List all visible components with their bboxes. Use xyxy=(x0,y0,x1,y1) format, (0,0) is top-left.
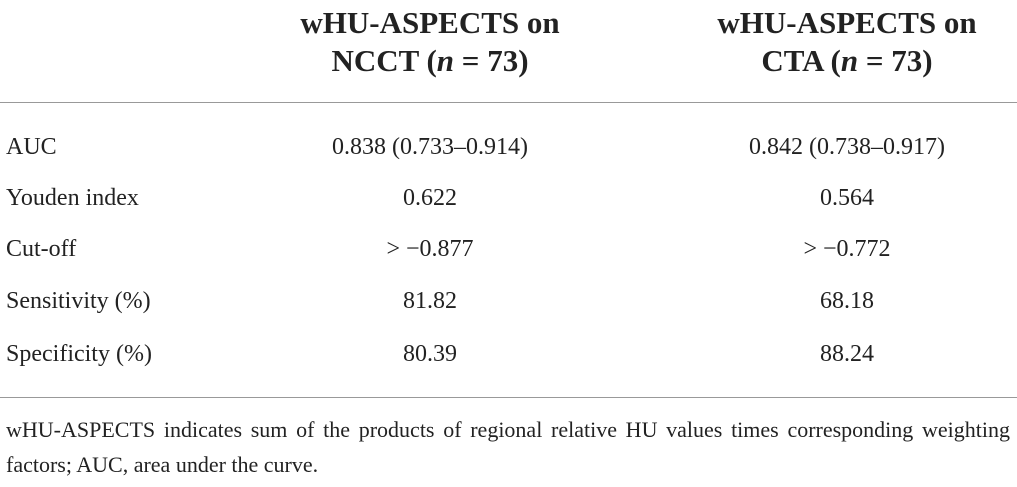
row-label: AUC xyxy=(6,134,57,160)
header-text: = 73) xyxy=(454,43,529,78)
cell: 0.842 (0.738–0.917) xyxy=(749,134,945,160)
header-text: wHU-ASPECTS on NCCT ( xyxy=(300,5,560,78)
table-row: Sensitivity (%) 81.82 68.18 xyxy=(0,281,1017,321)
column-header: wHU-ASPECTS on NCCT (n = 73) xyxy=(265,4,595,80)
row-label: Specificity (%) xyxy=(6,341,152,367)
bottom-rule xyxy=(0,397,1017,398)
table-row: AUC 0.838 (0.733–0.914) 0.842 (0.738–0.917… xyxy=(0,127,1017,167)
row-label: Cut-off xyxy=(6,236,77,262)
footnote: wHU-ASPECTS indicates sum of the product… xyxy=(6,417,1010,477)
table-row: Cut-off > −0.877 > −0.772 xyxy=(0,229,1017,269)
cell: 88.24 xyxy=(820,341,874,367)
table-row: Youden index 0.622 0.564 xyxy=(0,178,1017,218)
row-label: Sensitivity (%) xyxy=(6,288,151,314)
header-italic: n xyxy=(436,43,455,78)
header-text: wHU-ASPECTS on CTA ( xyxy=(717,5,977,78)
cell: 68.18 xyxy=(820,288,874,314)
header-italic: n xyxy=(840,43,859,78)
cell: > −0.772 xyxy=(803,236,891,262)
header-text: = 73) xyxy=(858,43,933,78)
cell: > −0.877 xyxy=(386,236,474,262)
row-label: Youden index xyxy=(6,185,139,211)
cell: 0.564 xyxy=(820,185,874,211)
cell: 81.82 xyxy=(403,288,457,314)
top-rule xyxy=(0,102,1017,103)
table-row: Specificity (%) 80.39 88.24 xyxy=(0,334,1017,374)
cell: 80.39 xyxy=(403,341,457,367)
cell: 0.838 (0.733–0.914) xyxy=(332,134,528,160)
cell: 0.622 xyxy=(403,185,457,211)
column-header: wHU-ASPECTS on CTA (n = 73) xyxy=(682,4,1012,80)
